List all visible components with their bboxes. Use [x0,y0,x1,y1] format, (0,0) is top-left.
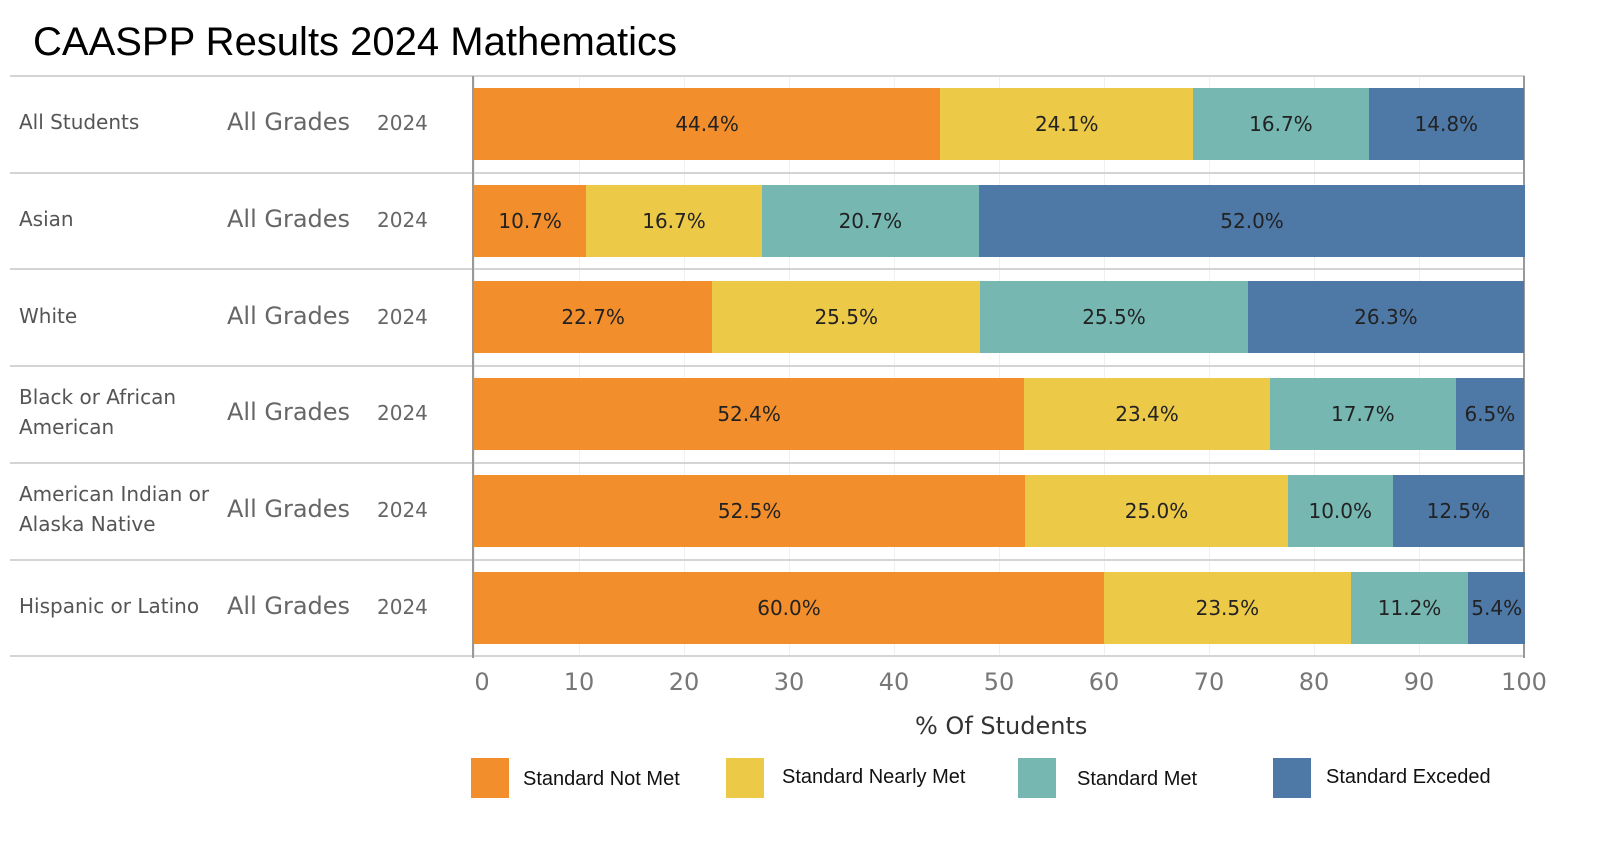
y-axis-line [472,76,474,658]
x-axis-label: % Of Students [915,712,1088,740]
row-divider [10,365,1525,368]
grade-label: All Grades [227,301,351,330]
legend-label[interactable]: Standard Exceded [1326,766,1491,788]
year-label: 2024 [377,304,428,329]
chart-title: CAASPP Results 2024 Mathematics [33,20,678,64]
year-label: 2024 [377,401,428,426]
category-label: All Students [19,110,140,135]
bar-segment-standard-nearly-met[interactable]: 24.1% [940,88,1194,160]
bar-segment-standard-met[interactable]: 17.7% [1269,378,1456,451]
grade-label: All Grades [227,398,351,427]
legend-label[interactable]: Standard Not Met [523,768,680,790]
x-tick-label: 20 [668,668,700,696]
row-divider [10,461,1525,464]
x-tick-label: 40 [878,668,910,696]
bar-segment-standard-met[interactable]: 11.2% [1350,571,1469,644]
bar-segment-standard-nearly-met[interactable]: 16.7% [586,184,762,257]
data-label: 16.7% [642,208,706,233]
bar-segment-standard-exceded[interactable]: 12.5% [1392,474,1524,547]
grade-label: All Grades [227,495,351,524]
data-label: 52.4% [717,402,781,427]
data-label: 17.7% [1331,402,1395,427]
bar-segment-standard-not-met[interactable]: 10.7% [474,184,587,257]
data-label: 12.5% [1426,498,1491,523]
year-label: 2024 [377,498,428,523]
bar-segment-standard-exceded[interactable]: 26.3% [1247,281,1524,354]
bar-segment-standard-not-met[interactable]: 22.7% [474,281,713,354]
x-tick-label: 60 [1088,668,1120,696]
data-label: 23.4% [1115,402,1179,427]
x-tick-label: 90 [1403,668,1435,696]
x-tick-label: 0 [474,668,490,696]
bar-segment-standard-exceded[interactable]: 6.5% [1455,378,1524,451]
bar-segment-standard-exceded[interactable]: 5.4% [1468,571,1526,644]
bar-segment-standard-met[interactable]: 10.0% [1287,474,1393,547]
grade-label: All Grades [227,108,351,137]
legend-swatch[interactable] [1018,758,1056,798]
bar-segment-standard-nearly-met[interactable]: 25.0% [1025,474,1288,547]
legend-label[interactable]: Standard Nearly Met [782,766,966,788]
bar-segment-standard-not-met[interactable]: 60.0% [474,571,1104,644]
data-label: 22.7% [561,305,625,330]
data-label: 25.5% [1082,305,1146,330]
x-tick-label: 10 [563,668,595,696]
data-label: 25.0% [1124,498,1189,523]
data-label: 10.7% [498,208,562,233]
data-label: 5.4% [1471,595,1523,620]
category-label: American Indian or Alaska Native [19,482,210,537]
data-label: 24.1% [1034,112,1099,136]
year-label: 2024 [377,111,428,136]
category-label: Asian [19,207,74,232]
data-label: 23.5% [1195,595,1260,620]
x-tick-label: 50 [983,668,1015,696]
data-label: 60.0% [757,595,821,620]
data-label: 10.0% [1308,498,1373,523]
bar-segment-standard-met[interactable]: 25.5% [980,281,1248,354]
row-divider [10,268,1525,271]
legend-swatch[interactable] [726,758,764,798]
data-label: 25.5% [814,305,878,330]
grade-label: All Grades [227,591,351,620]
bar-segment-standard-nearly-met[interactable]: 23.4% [1024,378,1270,451]
row-divider [10,75,1525,77]
legend-swatch[interactable] [1273,758,1311,798]
row-divider [10,655,1525,658]
x-tick-label: 80 [1298,668,1330,696]
row-divider [10,171,1525,174]
bar-segment-standard-not-met[interactable]: 44.4% [474,88,941,160]
data-label: 14.8% [1414,112,1479,136]
data-label: 6.5% [1464,402,1516,427]
data-label: 44.4% [675,112,739,136]
bar-segment-standard-not-met[interactable]: 52.5% [474,474,1026,547]
year-label: 2024 [377,594,428,619]
bar-segment-standard-not-met[interactable]: 52.4% [474,378,1025,451]
bar-segment-standard-met[interactable]: 20.7% [761,184,980,257]
x-tick-label: 30 [773,668,805,696]
bar-segment-standard-exceded[interactable]: 14.8% [1368,88,1524,160]
grade-label: All Grades [227,205,351,234]
data-label: 11.2% [1377,595,1442,620]
row-divider [10,558,1525,561]
x-tick-label: 70 [1193,668,1225,696]
bar-segment-standard-exceded[interactable]: 52.0% [979,184,1526,257]
data-label: 16.7% [1249,112,1313,136]
bar-segment-standard-nearly-met[interactable]: 23.5% [1104,571,1351,644]
category-label: Black or African American [19,385,177,440]
data-label: 52.5% [717,498,782,523]
bar-segment-standard-nearly-met[interactable]: 25.5% [712,281,981,354]
x-tick-label: 100 [1501,668,1547,696]
category-label: Hispanic or Latino [19,593,200,618]
data-label: 26.3% [1354,305,1418,330]
legend-label[interactable]: Standard Met [1077,768,1198,790]
right-axis-line [1523,76,1525,658]
data-label: 52.0% [1220,208,1284,233]
data-label: 20.7% [838,208,903,233]
legend-swatch[interactable] [471,758,509,798]
year-label: 2024 [377,208,428,233]
bar-segment-standard-met[interactable]: 16.7% [1193,88,1369,160]
category-label: White [19,303,78,328]
